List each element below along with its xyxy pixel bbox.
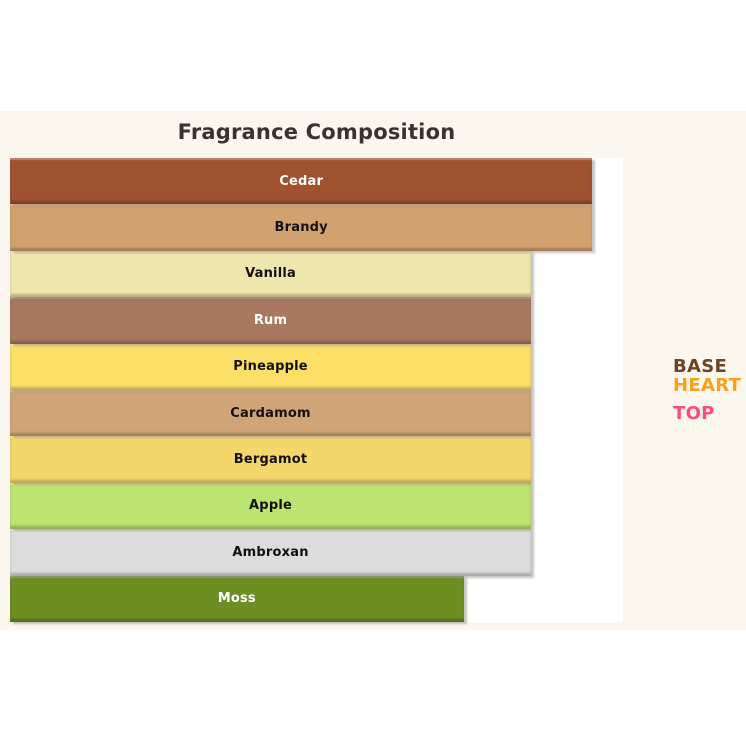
- bar-label: Vanilla: [245, 266, 296, 282]
- bar-label: Pineapple: [233, 359, 308, 375]
- bar-label: Cardamom: [230, 405, 311, 421]
- bar-label: Rum: [253, 312, 288, 328]
- chart-title: Fragrance Composition: [177, 120, 456, 144]
- legend-item-base: BASE: [673, 356, 728, 377]
- bar-brandy: Brandy: [10, 204, 593, 251]
- legend: BASE HEART TOP: [673, 357, 741, 423]
- legend-item-heart: HEART: [673, 375, 742, 396]
- fragrance-composition-chart: Fragrance Composition Cedar Brandy Vanilla…: [0, 111, 746, 630]
- bar-moss: Moss: [10, 575, 464, 622]
- bar-bergamot: Bergamot: [10, 436, 532, 483]
- bars-container: Cedar Brandy Vanilla Rum Pineapple Cardamom Be…: [10, 158, 623, 622]
- bar-label: Brandy: [274, 220, 328, 236]
- legend-item-top: TOP: [673, 403, 715, 424]
- bar-label: Cedar: [279, 173, 324, 189]
- plot-area: Cedar Brandy Vanilla Rum Pineapple Cardamom Be…: [10, 158, 623, 622]
- bar-vanilla: Vanilla: [10, 250, 532, 298]
- bar-label: Bergamot: [233, 452, 308, 468]
- bar-ambroxan: Ambroxan: [10, 529, 532, 576]
- bar-pineapple: Pineapple: [10, 343, 532, 390]
- bar-label: Moss: [217, 591, 256, 607]
- bar-cedar: Cedar: [10, 158, 593, 205]
- bar-label: Apple: [249, 498, 292, 514]
- bar-cardamom: Cardamom: [10, 389, 532, 437]
- bar-apple: Apple: [10, 482, 532, 530]
- bar-rum: Rum: [10, 297, 532, 344]
- bar-label: Ambroxan: [232, 544, 309, 560]
